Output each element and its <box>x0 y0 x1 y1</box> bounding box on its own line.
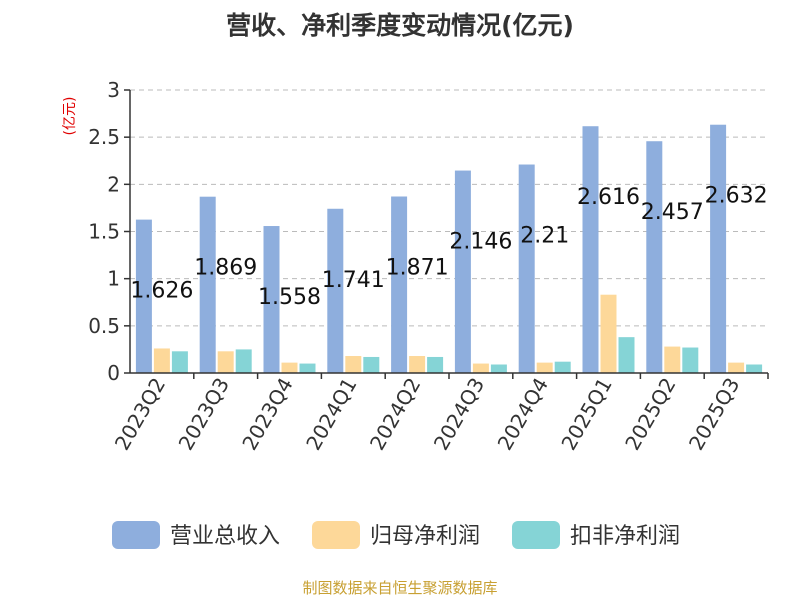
legend-label: 归母净利润 <box>370 524 480 549</box>
y-axis-ticks: 0 0.5 1 1.5 2 2.5 3 <box>88 78 130 385</box>
bar-parent-net-profit <box>472 363 489 373</box>
bar-deducted-net-profit <box>682 347 699 373</box>
y-tick-label: 2 <box>107 172 120 196</box>
data-label: 1.558 <box>258 285 321 310</box>
bar-deducted-net-profit <box>235 349 252 373</box>
y-tick-label: 1.5 <box>88 220 120 244</box>
bar-deducted-net-profit <box>490 364 507 373</box>
bar-parent-net-profit <box>728 362 745 373</box>
bar-parent-net-profit <box>217 351 234 373</box>
bar-parent-net-profit <box>409 356 426 373</box>
data-label: 1.741 <box>322 268 385 293</box>
bar-parent-net-profit <box>664 346 681 373</box>
bar-deducted-net-profit <box>427 356 444 373</box>
y-axis-label: (亿元) <box>62 97 78 136</box>
data-label: 2.632 <box>705 184 768 209</box>
legend-label: 扣非净利润 <box>570 524 680 549</box>
bar-parent-net-profit <box>153 348 170 373</box>
y-tick-label: 2.5 <box>88 125 120 149</box>
x-tick-label: 2024Q4 <box>493 374 553 455</box>
data-label: 1.869 <box>194 256 257 281</box>
bar-revenue <box>454 170 471 373</box>
x-tick-label: 2024Q2 <box>365 374 425 455</box>
bar-deducted-net-profit <box>299 363 316 373</box>
bar-deducted-net-profit <box>746 364 763 373</box>
x-tick-label: 2024Q3 <box>429 374 489 455</box>
bar-revenue <box>199 196 216 373</box>
bar-revenue <box>646 141 663 373</box>
bar-deducted-net-profit <box>363 356 380 373</box>
x-tick-label: 2025Q1 <box>556 374 616 455</box>
y-tick-label: 0 <box>107 361 120 385</box>
x-tick-label: 2023Q4 <box>237 374 297 455</box>
legend-label: 营业总收入 <box>170 524 280 549</box>
data-label: 1.871 <box>386 256 449 281</box>
x-tick-label: 2025Q3 <box>684 374 744 455</box>
bar-parent-net-profit <box>600 294 617 373</box>
y-tick-label: 1 <box>107 267 120 291</box>
legend: 营业总收入 归母净利润 扣非净利润 <box>112 521 680 549</box>
y-tick-label: 0.5 <box>88 314 120 338</box>
x-tick-label: 2023Q2 <box>110 374 170 455</box>
chart-title: 营收、净利季度变动情况(亿元) <box>226 11 574 40</box>
bar-deducted-net-profit <box>171 351 188 373</box>
data-label: 2.21 <box>520 224 569 249</box>
bar-parent-net-profit <box>345 356 362 373</box>
bar-parent-net-profit <box>536 362 553 373</box>
data-label: 2.146 <box>449 230 512 255</box>
x-tick-label: 2023Q3 <box>174 374 234 455</box>
x-tick-label: 2025Q2 <box>620 374 680 455</box>
legend-swatch <box>312 521 360 549</box>
bar-revenue <box>263 226 280 373</box>
bar-deducted-net-profit <box>554 361 571 373</box>
bar-revenue <box>518 164 535 373</box>
data-label: 2.616 <box>577 185 640 210</box>
x-tick-label: 2024Q1 <box>301 374 361 455</box>
bar-revenue <box>710 124 727 374</box>
data-label: 1.626 <box>130 279 193 304</box>
source-note: 制图数据来自恒生聚源数据库 <box>302 579 497 597</box>
bars <box>135 124 763 374</box>
bar-revenue <box>582 126 599 373</box>
legend-swatch <box>512 521 560 549</box>
bar-revenue <box>135 219 152 373</box>
bar-revenue <box>391 196 408 373</box>
bar-deducted-net-profit <box>618 337 635 373</box>
legend-swatch <box>112 521 160 549</box>
data-label: 2.457 <box>641 200 704 225</box>
y-tick-label: 3 <box>107 78 120 102</box>
bar-parent-net-profit <box>281 362 298 373</box>
bar-revenue <box>327 208 344 373</box>
